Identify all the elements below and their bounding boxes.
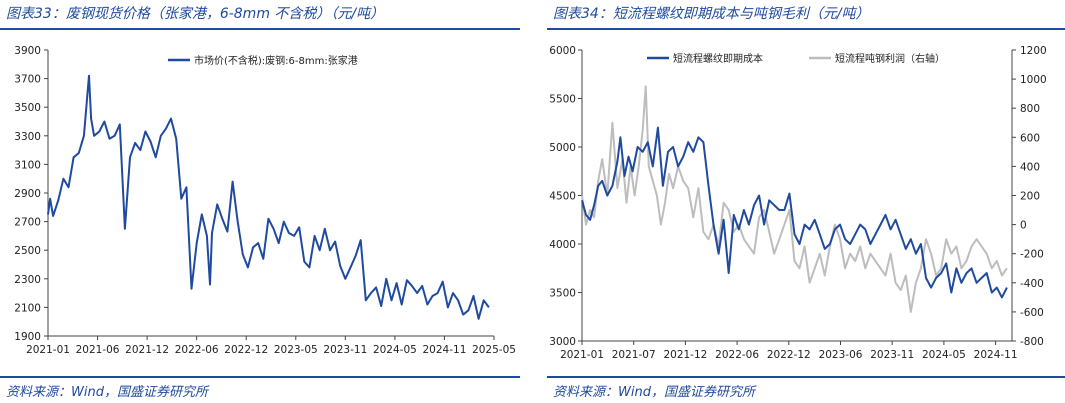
- chart-panel-right: 图表34：短流程螺纹即期成本与吨钢毛利（元/吨） 6000 5500 5000 450…: [547, 0, 1065, 403]
- x-tick-label: 2024-11: [974, 349, 1018, 361]
- y-left-tick-label: 3500: [549, 288, 576, 300]
- chart-title-right: 图表34：短流程螺纹即期成本与吨钢毛利（元/吨）: [553, 6, 870, 22]
- source-note-left: 资料来源：Wind，国盛证券研究所: [6, 385, 208, 400]
- y-tick-label: 2100: [14, 302, 41, 314]
- y-tick-label: 2700: [14, 217, 41, 229]
- x-tick-label: 2024-05: [922, 349, 966, 361]
- x-tick-label: 2022-12: [767, 349, 811, 361]
- x-tick-label: 2023-05: [274, 344, 318, 356]
- y-tick-label: 3500: [14, 102, 41, 114]
- y-tick-label: 2500: [14, 245, 41, 257]
- x-tick-label: 2021-12: [125, 344, 169, 356]
- y-right-tick-label: 800: [1020, 103, 1040, 115]
- x-tick-label: 2021-06: [76, 344, 120, 356]
- y-left-tick-label: 4500: [549, 191, 576, 203]
- series-line-spot-cost: [581, 126, 1008, 299]
- legend-label-scrap-steel-price: 市场价(不含税):废钢:6-8mm:张家港: [194, 54, 358, 67]
- x-tick-label: 2021-12: [663, 349, 707, 361]
- x-tick-label: 2024-05: [373, 344, 417, 356]
- y-left-tick-label: 5500: [549, 94, 576, 106]
- series-line-profit-right-axis: [581, 85, 1008, 313]
- y-right-tick-label: -200: [1020, 249, 1044, 261]
- x-tick-label: 2024-11: [423, 344, 467, 356]
- y-right-tick-label: 600: [1020, 132, 1040, 144]
- y-right-tick-label: -600: [1020, 307, 1044, 319]
- y-right-tick-label: 200: [1020, 191, 1040, 203]
- y-left-tick-label: 4000: [549, 239, 576, 251]
- x-tick-label: 2022-06: [715, 349, 759, 361]
- y-tick-label: 3300: [14, 131, 41, 143]
- series-line-scrap-steel-price: [47, 74, 490, 320]
- y-left-tick-label: 5000: [549, 142, 576, 154]
- x-tick-label: 2022-06: [175, 344, 219, 356]
- chart-right: 6000550050004500400035003000120010008006…: [549, 45, 1047, 361]
- y-right-tick-label: -800: [1020, 336, 1044, 348]
- x-tick-label: 2022-12: [224, 344, 268, 356]
- chart-title-left: 图表33：废钢现货价格（张家港，6-8mm 不含税）（元/吨）: [6, 6, 385, 22]
- y-tick-label: 1900: [14, 331, 41, 343]
- x-tick-label: 2021-07: [612, 349, 656, 361]
- y-tick-label: 3100: [14, 159, 41, 171]
- y-tick-label: 3700: [14, 74, 41, 86]
- x-tick-label: 2023-06: [819, 349, 863, 361]
- source-divider-right: [547, 376, 1065, 378]
- x-tick-label: 2023-11: [323, 344, 367, 356]
- y-tick-label: 2300: [14, 274, 41, 286]
- y-right-tick-label: 400: [1020, 161, 1040, 173]
- title-divider-left: [0, 28, 520, 30]
- y-right-tick-label: 0: [1020, 220, 1027, 232]
- source-note-right: 资料来源：Wind，国盛证券研究所: [553, 385, 755, 400]
- chart-left: 3900 3700 3500 3300 3100 2900 2700 2500 2300 2100…: [14, 45, 516, 356]
- y-right-tick-label: -400: [1020, 278, 1044, 290]
- legend-label-spot-cost: 短流程螺纹即期成本: [673, 52, 763, 65]
- chart-panel-left: 图表33：废钢现货价格（张家港，6-8mm 不含税）（元/吨） 3900 3700…: [0, 0, 520, 403]
- y-tick-label: 3900: [14, 45, 41, 57]
- y-tick-label: 2900: [14, 188, 41, 200]
- legend-label-profit: 短流程吨钢利润（右轴）: [835, 52, 945, 65]
- y-right-tick-label: 1000: [1020, 74, 1047, 86]
- y-left-tick-label: 3000: [549, 336, 576, 348]
- y-left-tick-label: 6000: [549, 45, 576, 57]
- title-divider-right: [547, 28, 1065, 30]
- x-tick-label: 2021-01: [26, 344, 70, 356]
- source-divider-left: [0, 376, 520, 378]
- x-tick-label: 2023-11: [870, 349, 914, 361]
- x-tick-label: 2025-05: [472, 344, 516, 356]
- y-right-tick-label: 1200: [1020, 45, 1047, 57]
- x-tick-label: 2021-01: [560, 349, 604, 361]
